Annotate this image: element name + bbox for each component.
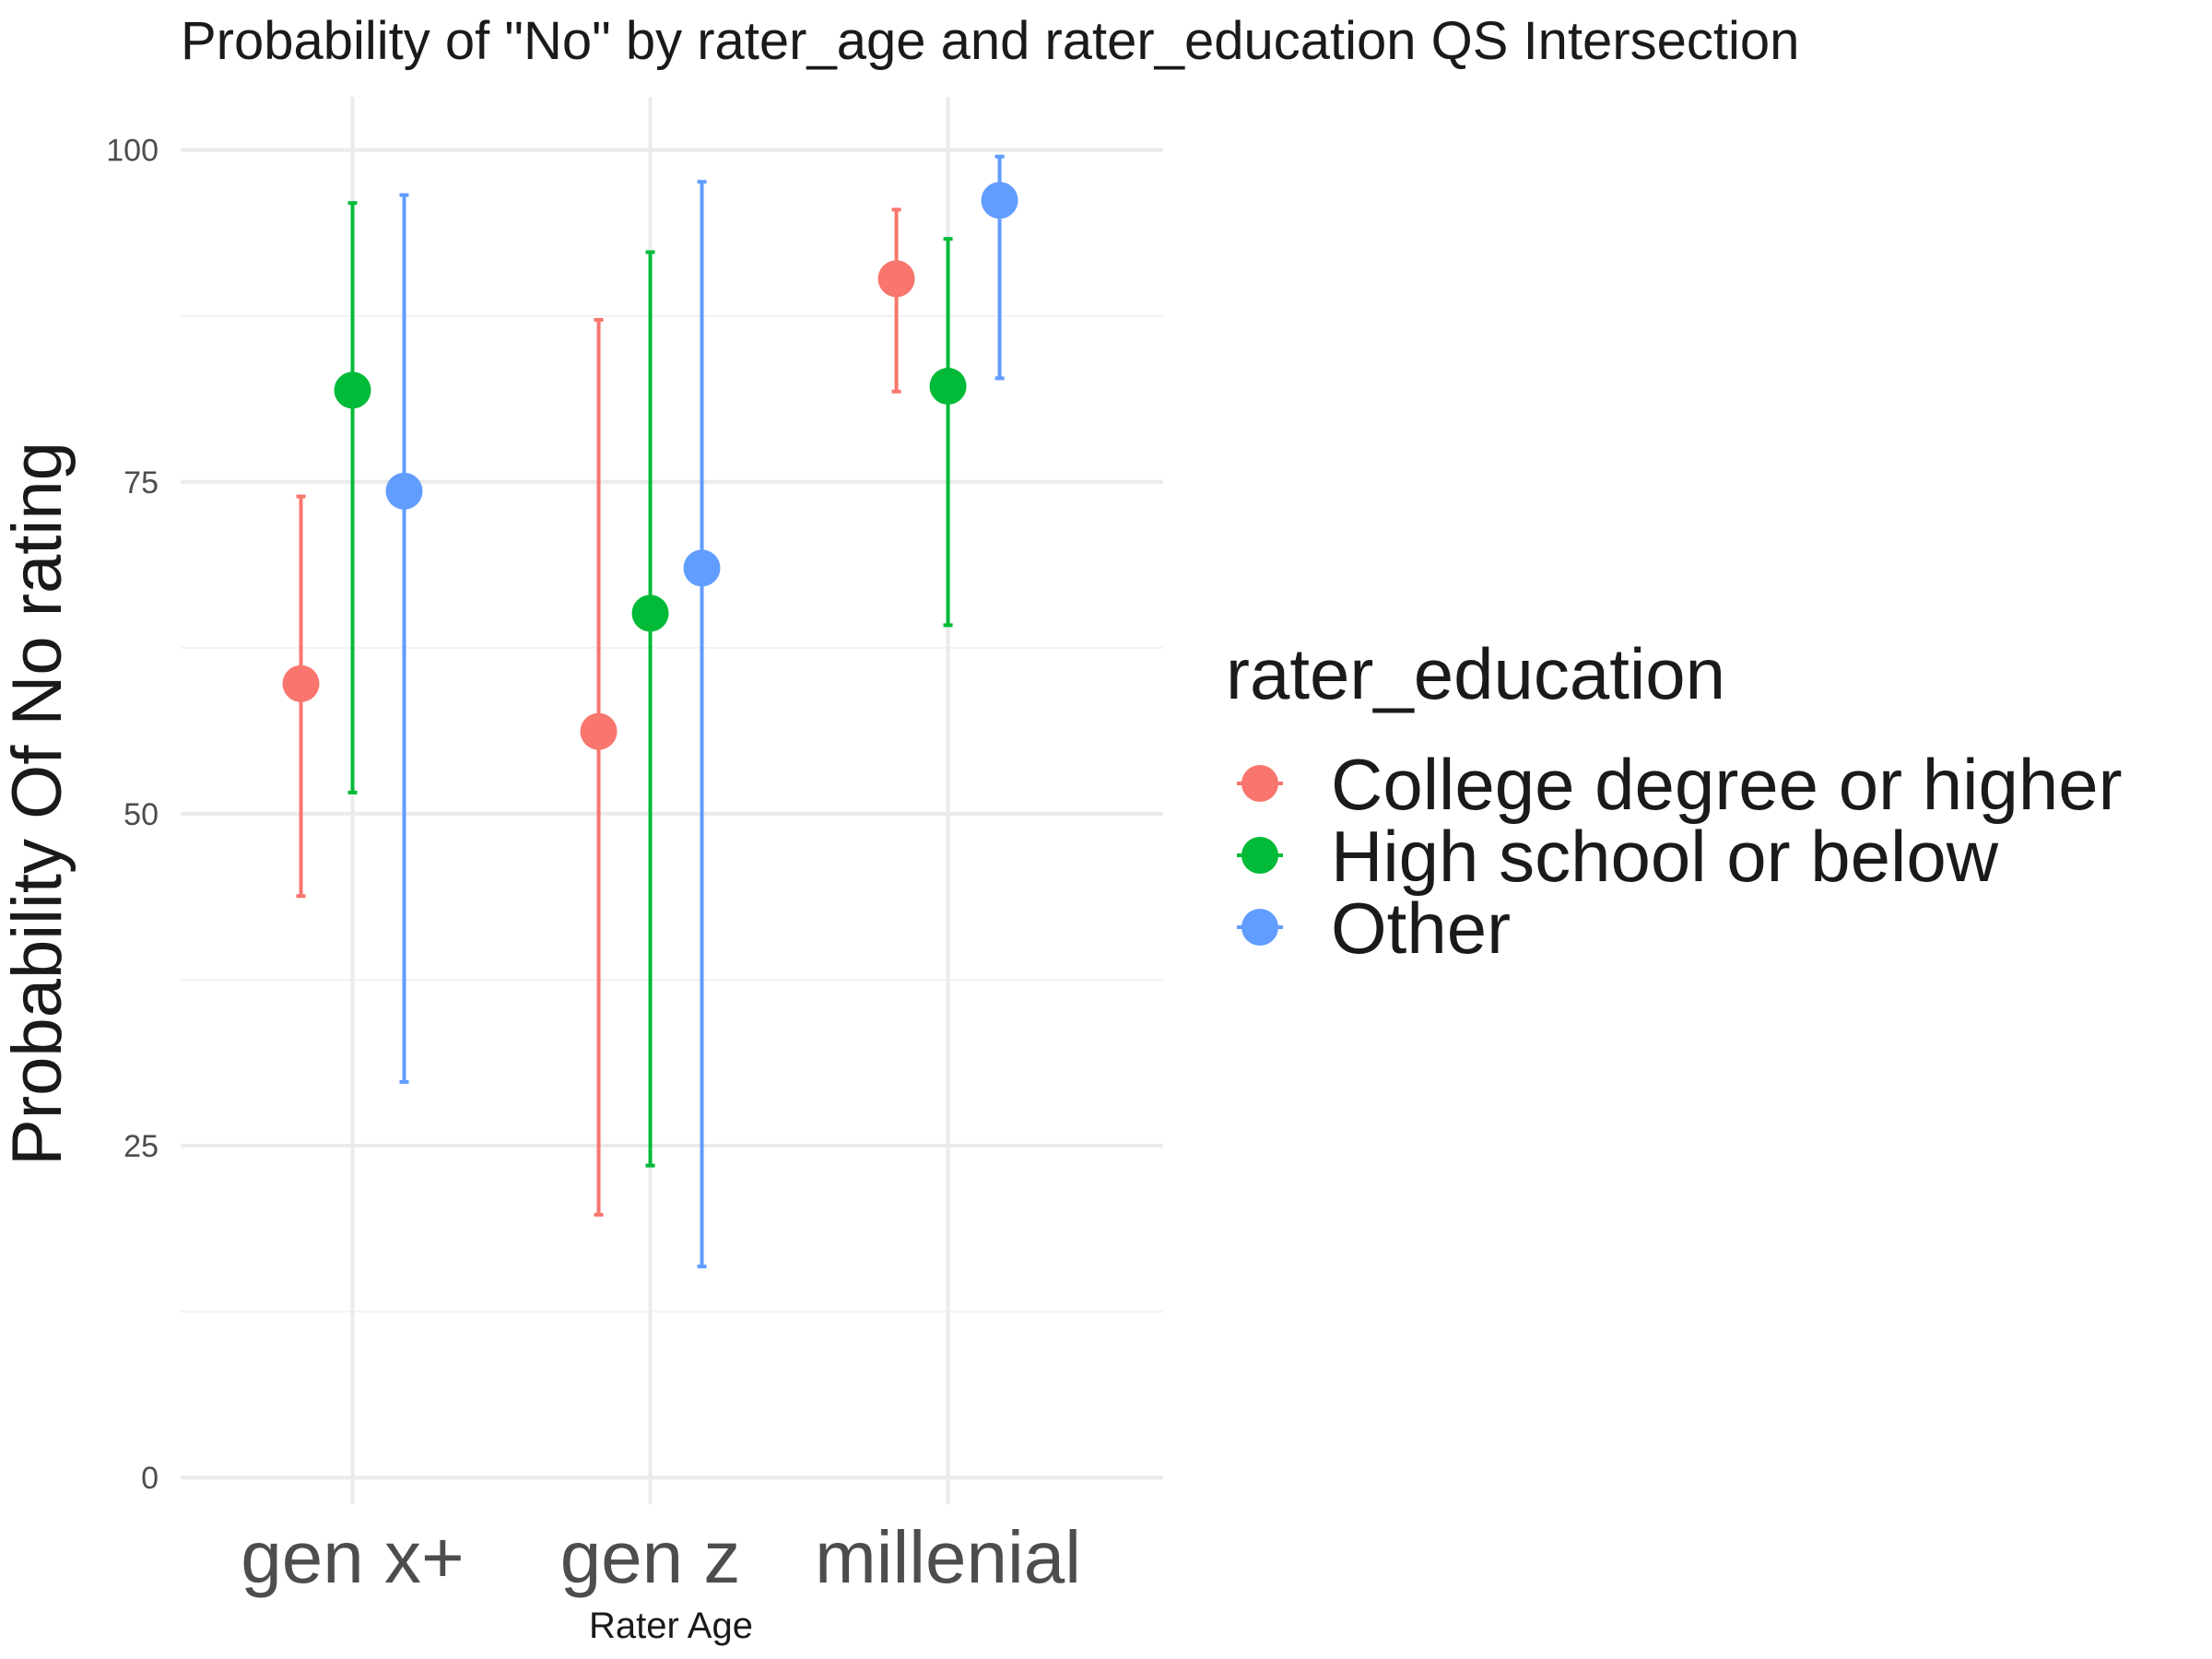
- chart-title: Probability of "No" by rater_age and rat…: [181, 11, 1799, 71]
- grid: [181, 97, 1163, 1504]
- data-point: [929, 368, 967, 406]
- legend: rater_education College degree or higher…: [1226, 633, 2123, 969]
- y-axis-ticks: 0 25 50 75 100: [106, 134, 159, 1497]
- data-point: [877, 260, 915, 298]
- legend-key-point: [1241, 837, 1278, 874]
- y-axis-label: Probability Of No rating: [0, 441, 76, 1166]
- legend-key-point: [1241, 765, 1278, 802]
- y-tick-label: 100: [106, 134, 159, 169]
- legend-label: Other: [1331, 888, 1511, 969]
- y-tick-label: 50: [124, 797, 159, 832]
- data-point: [981, 182, 1018, 219]
- legend-title: rater_education: [1226, 633, 1725, 714]
- data-point: [334, 371, 371, 409]
- data-point: [683, 549, 721, 587]
- data-point: [580, 712, 618, 750]
- x-tick-label: millenial: [815, 1516, 1081, 1598]
- error-bars: [296, 154, 1005, 1269]
- data-point: [282, 665, 320, 702]
- y-tick-label: 0: [141, 1461, 159, 1496]
- y-tick-label: 75: [124, 465, 159, 500]
- data-points: [282, 182, 1018, 750]
- legend-label: High school or below: [1331, 816, 1999, 897]
- data-point: [385, 472, 423, 510]
- legend-label: College degree or higher: [1331, 744, 2123, 825]
- x-tick-label: gen z: [560, 1516, 741, 1598]
- y-tick-label: 25: [124, 1129, 159, 1164]
- legend-key-point: [1241, 909, 1278, 946]
- x-axis-label: Rater Age: [589, 1606, 753, 1646]
- data-point: [631, 594, 669, 632]
- x-tick-label: gen x+: [241, 1516, 464, 1598]
- x-axis-ticks: gen x+ gen z millenial: [241, 1516, 1081, 1598]
